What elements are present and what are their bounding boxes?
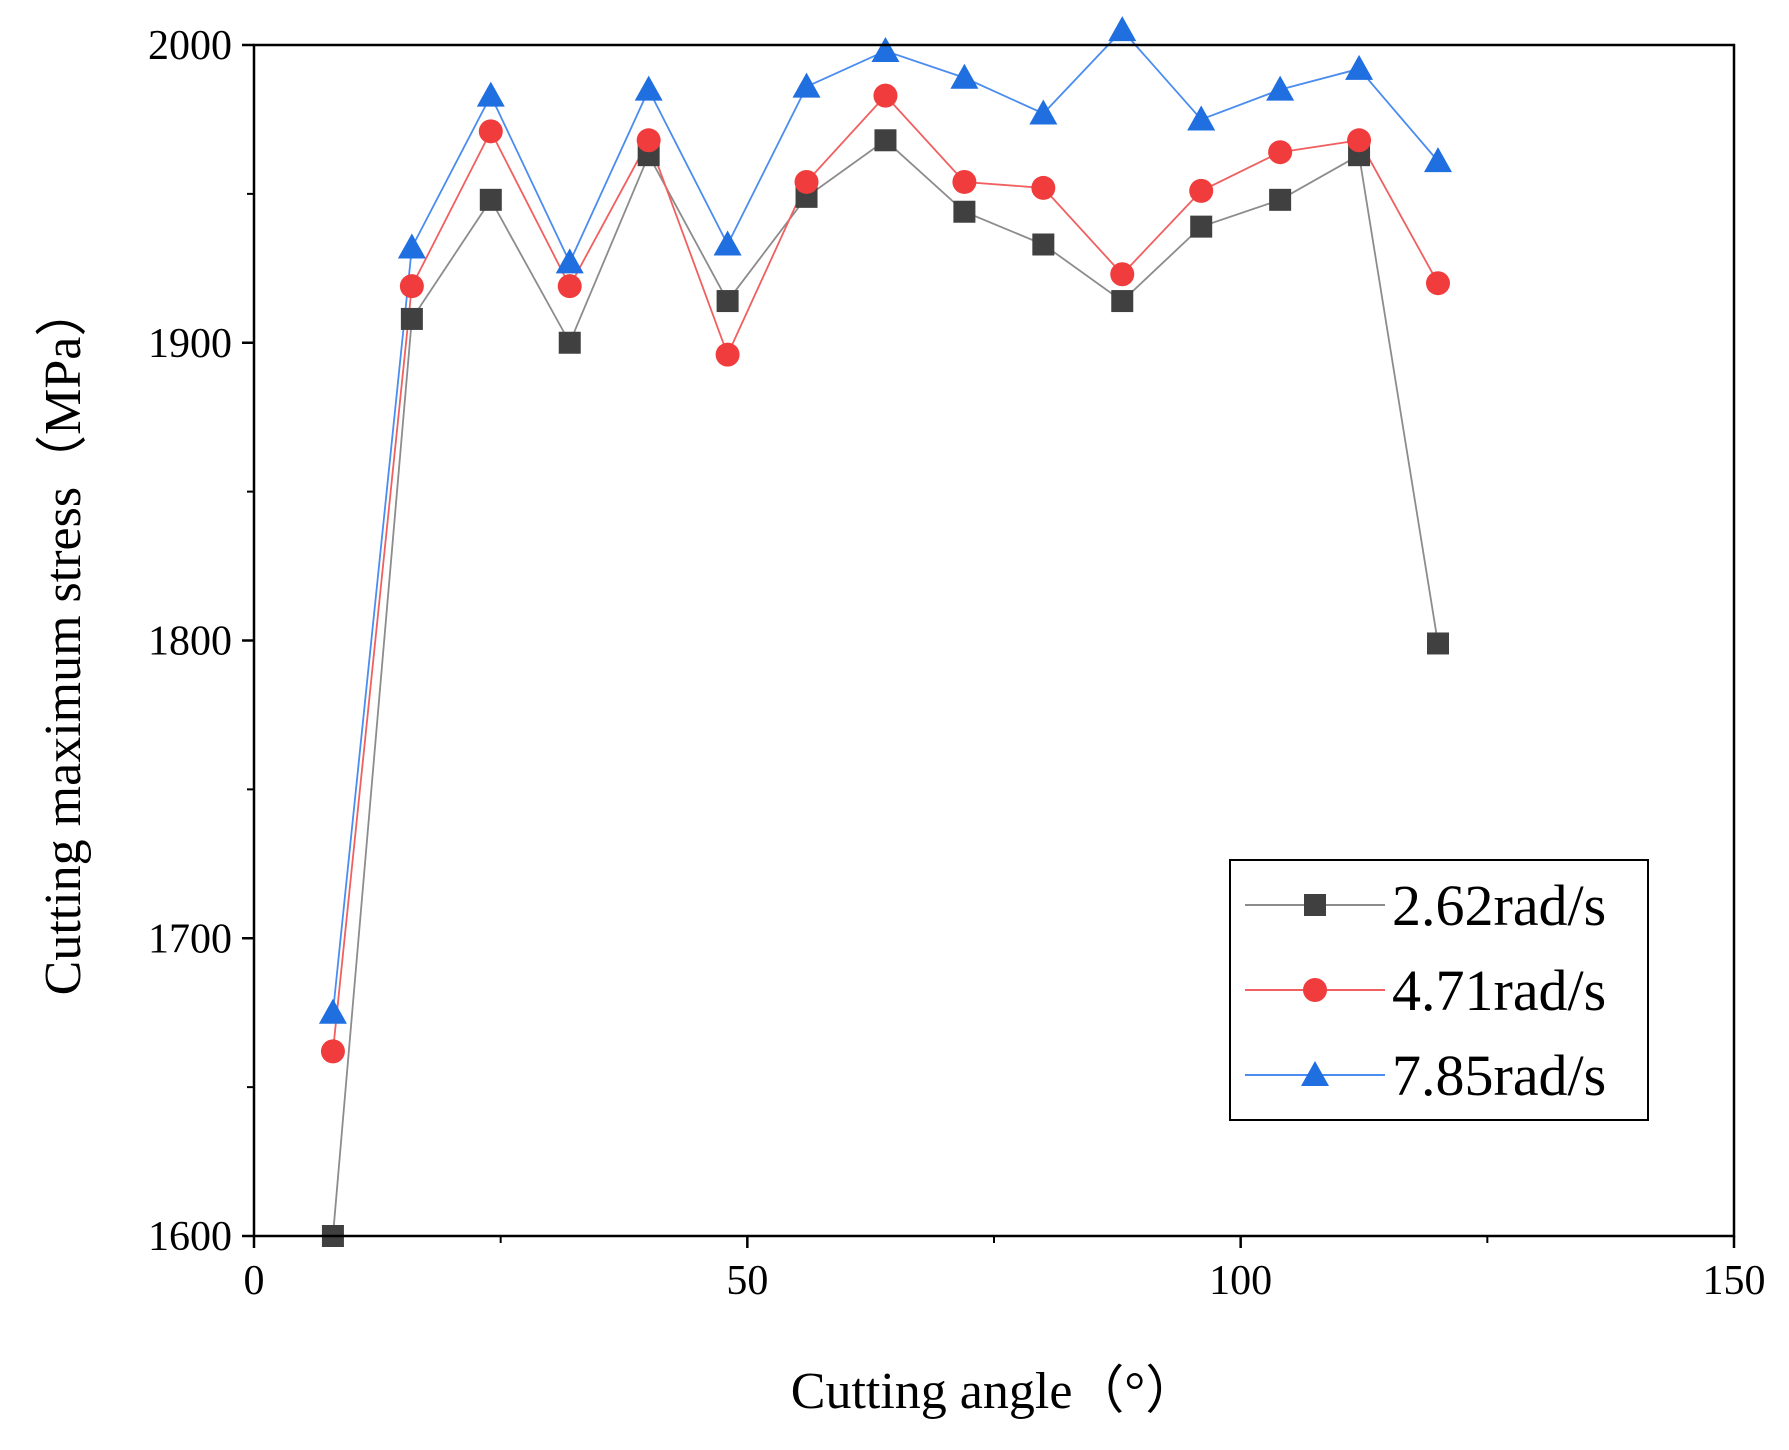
data-point (1424, 147, 1452, 173)
data-point (1111, 290, 1134, 313)
data-point (320, 1039, 345, 1064)
y-axis: 1600 1700 1800 1900 2000 (148, 23, 254, 1260)
data-point (874, 129, 897, 152)
data-point (555, 248, 584, 274)
legend-label: 2.62rad/s (1392, 873, 1606, 938)
data-point (636, 128, 661, 153)
data-point (1032, 233, 1055, 256)
data-point (558, 331, 581, 354)
data-point (713, 230, 742, 256)
legend-marker (1303, 978, 1327, 1002)
data-point (557, 274, 582, 299)
data-point (1427, 632, 1449, 655)
legend-marker (1301, 1061, 1329, 1086)
x-tick-label: 150 (1703, 1258, 1766, 1304)
data-point (871, 36, 900, 62)
data-point (1189, 178, 1214, 203)
x-tick-label: 0 (244, 1258, 265, 1304)
data-point (399, 274, 424, 299)
data-point (950, 63, 979, 89)
data-point (873, 83, 898, 108)
data-point (1031, 175, 1056, 200)
legend-items: 2.62rad/s 4.71rad/s 7.85rad/s (1245, 873, 1606, 1108)
data-point (715, 342, 740, 367)
data-point (634, 75, 663, 101)
data-point (1347, 128, 1372, 153)
y-tick-label: 1600 (148, 1214, 232, 1260)
data-point (1426, 271, 1450, 296)
data-point (716, 290, 739, 313)
legend-label: 4.71rad/s (1392, 958, 1606, 1023)
data-point (397, 233, 426, 259)
data-point (400, 307, 423, 330)
series-markers (318, 16, 1452, 1247)
data-point (1269, 188, 1292, 211)
y-tick-label: 1900 (148, 321, 232, 367)
data-point (1345, 54, 1374, 80)
data-point (479, 188, 502, 211)
data-point (1108, 16, 1137, 42)
y-tick-label: 1700 (148, 916, 232, 962)
legend-label: 7.85rad/s (1392, 1043, 1606, 1108)
data-point (1190, 215, 1213, 238)
legend: 2.62rad/s 4.71rad/s 7.85rad/s (1229, 859, 1649, 1121)
data-point (952, 169, 977, 194)
x-axis-title: Cutting angle（°） (791, 1363, 1197, 1420)
data-point (953, 200, 976, 223)
y-axis-title: Cutting maximum stress（MPa） (35, 285, 92, 996)
legend-marker (1304, 894, 1326, 916)
y-tick-label: 2000 (148, 23, 232, 69)
x-tick-label: 100 (1209, 1258, 1272, 1304)
y-tick-label: 1800 (148, 619, 232, 665)
data-point (794, 169, 819, 194)
data-point (1110, 262, 1135, 287)
data-point (318, 998, 347, 1024)
x-axis: 0 50 100 150 (244, 1236, 1766, 1304)
data-point (1029, 99, 1058, 125)
data-point (1266, 75, 1295, 101)
data-point (476, 81, 505, 107)
data-point (478, 119, 503, 144)
data-point (1268, 140, 1293, 165)
data-point (1187, 105, 1216, 131)
x-tick-label: 50 (726, 1258, 768, 1304)
data-point (792, 72, 821, 98)
